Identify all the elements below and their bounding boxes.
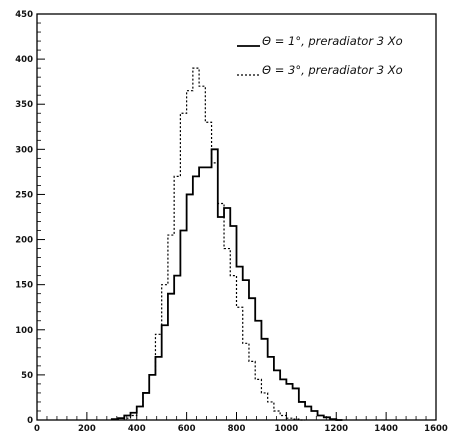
y-tick-label: 150 [15,281,33,291]
ticks-layer: 0 200 400 600 800 1000 1200 1400 1600 0 50 100 150 20… [15,10,448,434]
legend-label-1: Θ = 1°, preradiator 3 Xo [262,34,403,48]
x-tick-label: 1000 [275,424,299,434]
y-tick-label: 450 [15,10,33,20]
x-tick-label: 800 [228,424,246,434]
x-tick-label: 1600 [424,424,448,434]
y-tick-label: 100 [15,326,33,336]
legend-label-2: Θ = 3°, preradiator 3 Xo [262,63,403,77]
y-tick-label: 300 [15,145,33,155]
y-tick-label: 250 [15,190,33,200]
legend: Θ = 1°, preradiator 3 Xo Θ = 3°, preradia… [237,34,403,77]
x-tick-label: 0 [34,424,40,434]
x-tick-label: 600 [178,424,196,434]
x-tick-label: 1400 [374,424,398,434]
x-tick-label: 400 [128,424,146,434]
series-2-histogram [123,67,306,421]
series-1-histogram [110,148,343,421]
series-layer [110,67,343,421]
y-tick-label: 400 [15,55,33,65]
y-tick-label: 350 [15,100,33,110]
y-tick-label: 50 [21,371,33,381]
y-tick-label: 200 [15,236,33,246]
x-tick-label: 200 [78,424,96,434]
x-tick-label: 1200 [324,424,348,434]
y-tick-label: 0 [27,416,33,426]
